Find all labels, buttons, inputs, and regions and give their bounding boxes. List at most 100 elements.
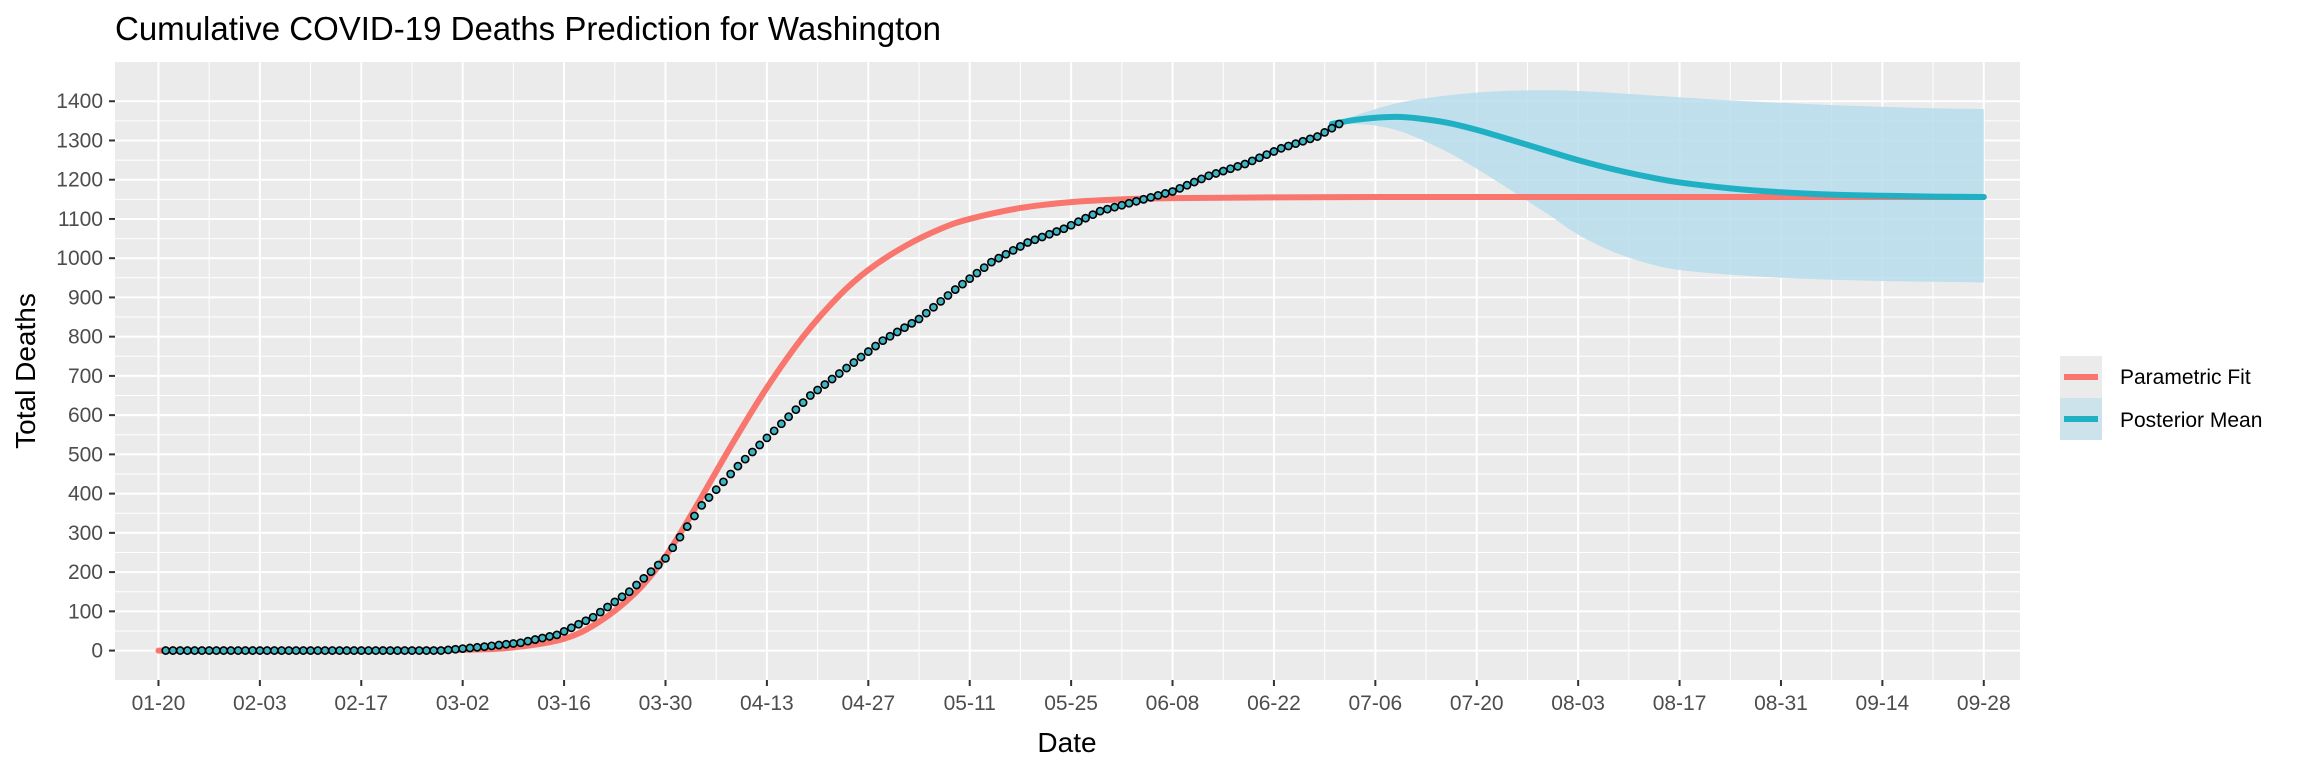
observed-point xyxy=(1030,235,1040,245)
observed-point xyxy=(1197,174,1206,184)
observed-point xyxy=(335,646,344,655)
observed-point xyxy=(212,646,221,655)
observed-point xyxy=(1291,139,1301,149)
observed-point xyxy=(1240,159,1250,169)
x-tick-label: 04-27 xyxy=(841,692,895,715)
observed-point xyxy=(1204,171,1214,181)
observed-point xyxy=(675,532,685,542)
observed-point xyxy=(958,279,967,289)
posterior-mean-line xyxy=(1328,113,1987,200)
observed-point xyxy=(711,485,721,495)
observed-point xyxy=(733,461,743,471)
observed-point xyxy=(987,257,996,267)
observed-point xyxy=(1146,192,1156,202)
observed-point xyxy=(653,560,663,570)
observed-point xyxy=(965,274,975,283)
observed-point xyxy=(480,642,489,652)
observed-point xyxy=(856,352,866,362)
y-tick-label: 1200 xyxy=(56,169,103,192)
observed-point xyxy=(523,636,533,646)
observed-point xyxy=(1037,232,1047,242)
observed-point xyxy=(813,385,822,395)
observed-point xyxy=(1044,229,1054,239)
observed-point xyxy=(240,646,250,655)
observed-point xyxy=(508,639,518,648)
observed-point xyxy=(1233,161,1243,171)
observed-point xyxy=(595,607,605,617)
observed-point xyxy=(1160,189,1170,198)
x-axis-title: Date xyxy=(1037,727,1096,758)
observed-point xyxy=(1131,196,1141,206)
observed-point xyxy=(1262,150,1272,159)
observed-point xyxy=(682,522,692,531)
observed-point xyxy=(1124,198,1134,208)
observed-point xyxy=(277,646,286,655)
observed-point xyxy=(900,323,909,333)
observed-point xyxy=(233,646,243,655)
y-tick-label: 1300 xyxy=(56,129,103,152)
observed-point xyxy=(255,646,265,655)
observed-point xyxy=(661,553,670,563)
x-tick-label: 08-31 xyxy=(1754,692,1808,715)
observed-point xyxy=(668,543,678,553)
x-tick-label: 03-16 xyxy=(537,692,591,715)
observed-point xyxy=(1008,245,1018,255)
observed-point xyxy=(805,391,815,400)
observed-point xyxy=(1081,213,1091,223)
x-tick-label: 02-17 xyxy=(334,692,388,715)
x-tick-label: 03-02 xyxy=(436,692,490,715)
observed-point xyxy=(1182,180,1192,190)
observed-point xyxy=(407,646,417,655)
observed-point xyxy=(1226,164,1235,174)
observed-point xyxy=(842,363,851,373)
observed-point xyxy=(516,638,526,648)
observed-point xyxy=(378,646,388,655)
observed-point xyxy=(197,646,207,655)
y-tick-label: 1000 xyxy=(56,247,103,270)
observed-point xyxy=(1066,220,1076,230)
observed-point xyxy=(429,646,439,655)
observed-point xyxy=(1001,249,1011,259)
observed-point xyxy=(175,646,185,655)
observed-point xyxy=(364,646,373,655)
observed-point xyxy=(646,567,656,577)
observed-point xyxy=(1168,187,1177,196)
observed-point xyxy=(530,635,540,644)
observed-point xyxy=(719,477,728,487)
observed-point xyxy=(487,641,497,651)
observed-point xyxy=(545,632,554,641)
x-tick-label: 09-14 xyxy=(1856,692,1910,715)
observed-point xyxy=(798,398,808,407)
x-tick-label: 06-08 xyxy=(1146,692,1200,715)
observed-point xyxy=(269,646,279,655)
observed-point xyxy=(892,327,902,337)
observed-point xyxy=(726,469,736,479)
observed-point xyxy=(1052,227,1062,236)
x-tick-label: 07-20 xyxy=(1450,692,1504,715)
observed-point xyxy=(552,630,562,640)
y-tick-label: 0 xyxy=(91,640,103,663)
observed-point xyxy=(849,358,859,367)
observed-point xyxy=(1175,183,1185,193)
x-tick-label: 05-25 xyxy=(1044,692,1098,715)
observed-point xyxy=(1059,224,1069,234)
observed-point xyxy=(972,268,982,278)
observed-point xyxy=(306,646,315,655)
observed-point xyxy=(190,646,200,655)
observed-point xyxy=(834,369,844,378)
x-tick-label: 01-20 xyxy=(132,692,186,715)
observed-point xyxy=(1269,147,1279,156)
legend-label-posterior-mean: Posterior Mean xyxy=(2120,409,2262,432)
observed-point xyxy=(443,645,453,655)
chart-title: Cumulative COVID-19 Deaths Prediction fo… xyxy=(115,10,941,47)
observed-point xyxy=(204,646,214,655)
observed-point xyxy=(566,623,576,633)
observed-point xyxy=(581,616,591,626)
observed-point xyxy=(393,646,402,655)
observed-point xyxy=(262,646,272,655)
observed-point xyxy=(1327,123,1337,133)
observed-point xyxy=(617,592,627,602)
observed-point xyxy=(219,646,229,655)
y-axis-ticks: 0 100 200 300 400 500 600 700 800 900 1000 1100 1200… xyxy=(56,90,115,663)
y-axis-title: Total Deaths xyxy=(10,293,41,449)
